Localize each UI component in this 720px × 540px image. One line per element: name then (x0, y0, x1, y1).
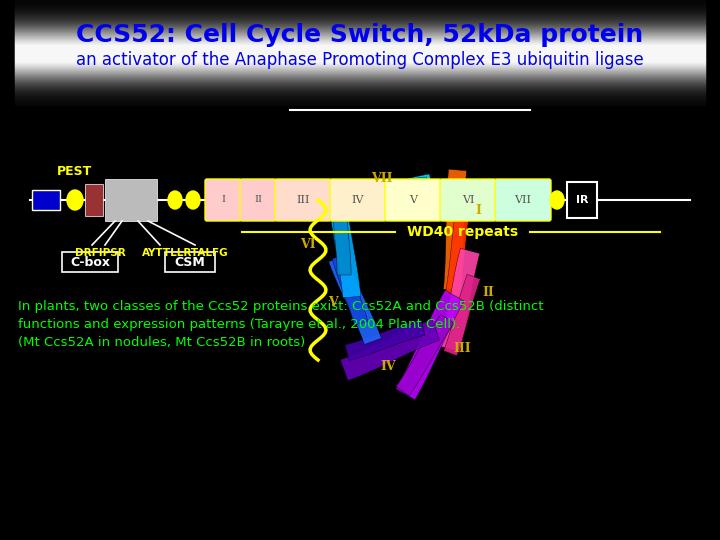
Polygon shape (329, 202, 361, 298)
Text: VII: VII (515, 195, 531, 205)
Text: VII: VII (372, 172, 392, 185)
FancyBboxPatch shape (62, 252, 118, 272)
FancyBboxPatch shape (440, 179, 496, 221)
FancyBboxPatch shape (85, 184, 103, 216)
Text: I: I (221, 195, 225, 205)
Text: V: V (328, 295, 338, 308)
Text: IV: IV (380, 361, 396, 374)
FancyBboxPatch shape (240, 179, 276, 221)
Text: WD40 repeats: WD40 repeats (408, 225, 518, 239)
Text: an activator of the Anaphase Promoting Complex E3 ubiquitin ligase: an activator of the Anaphase Promoting C… (76, 51, 644, 69)
Text: AYTTLLRTALFG: AYTTLLRTALFG (142, 248, 228, 258)
FancyBboxPatch shape (385, 179, 441, 221)
Polygon shape (396, 314, 454, 396)
Ellipse shape (550, 191, 564, 209)
FancyBboxPatch shape (165, 252, 215, 272)
Text: VI: VI (300, 239, 316, 252)
Text: C-box: C-box (70, 255, 110, 268)
FancyBboxPatch shape (205, 179, 241, 221)
FancyBboxPatch shape (32, 190, 60, 210)
Text: DRFIPSR: DRFIPSR (75, 248, 125, 258)
Text: functions and expression patterns (Tarayre et al., 2004 Plant Cell).: functions and expression patterns (Taray… (18, 318, 460, 331)
Polygon shape (352, 177, 428, 203)
Polygon shape (441, 248, 480, 352)
Text: I: I (475, 204, 481, 217)
FancyBboxPatch shape (330, 179, 386, 221)
FancyBboxPatch shape (105, 179, 157, 221)
FancyBboxPatch shape (275, 179, 331, 221)
Text: IV: IV (352, 195, 364, 205)
Text: III: III (296, 195, 310, 205)
Polygon shape (333, 205, 351, 275)
Ellipse shape (168, 191, 182, 209)
Polygon shape (345, 320, 425, 360)
Polygon shape (341, 320, 440, 381)
Text: CCS52: Cell Cycle Switch, 52kDa protein: CCS52: Cell Cycle Switch, 52kDa protein (76, 23, 644, 47)
Ellipse shape (67, 190, 83, 210)
Text: II: II (254, 195, 262, 205)
Text: PEST: PEST (58, 165, 93, 178)
Polygon shape (332, 255, 368, 325)
FancyBboxPatch shape (495, 179, 551, 221)
Text: V: V (409, 195, 417, 205)
Text: IR: IR (576, 195, 588, 205)
Text: (Mt Ccs52A in nodules, Mt Ccs52B in roots): (Mt Ccs52A in nodules, Mt Ccs52B in root… (18, 336, 305, 349)
Polygon shape (337, 174, 433, 216)
Polygon shape (444, 169, 467, 291)
Text: III: III (453, 341, 471, 354)
Polygon shape (328, 255, 382, 345)
Text: II: II (482, 286, 494, 299)
Text: CSM: CSM (175, 255, 205, 268)
Text: VI: VI (462, 195, 474, 205)
FancyBboxPatch shape (567, 182, 597, 218)
Ellipse shape (186, 191, 200, 209)
Polygon shape (444, 274, 480, 356)
Polygon shape (396, 290, 464, 400)
Text: In plants, two classes of the Ccs52 proteins exist: Ccs52A and Ccs52B (distinct: In plants, two classes of the Ccs52 prot… (18, 300, 544, 313)
Polygon shape (446, 204, 471, 296)
